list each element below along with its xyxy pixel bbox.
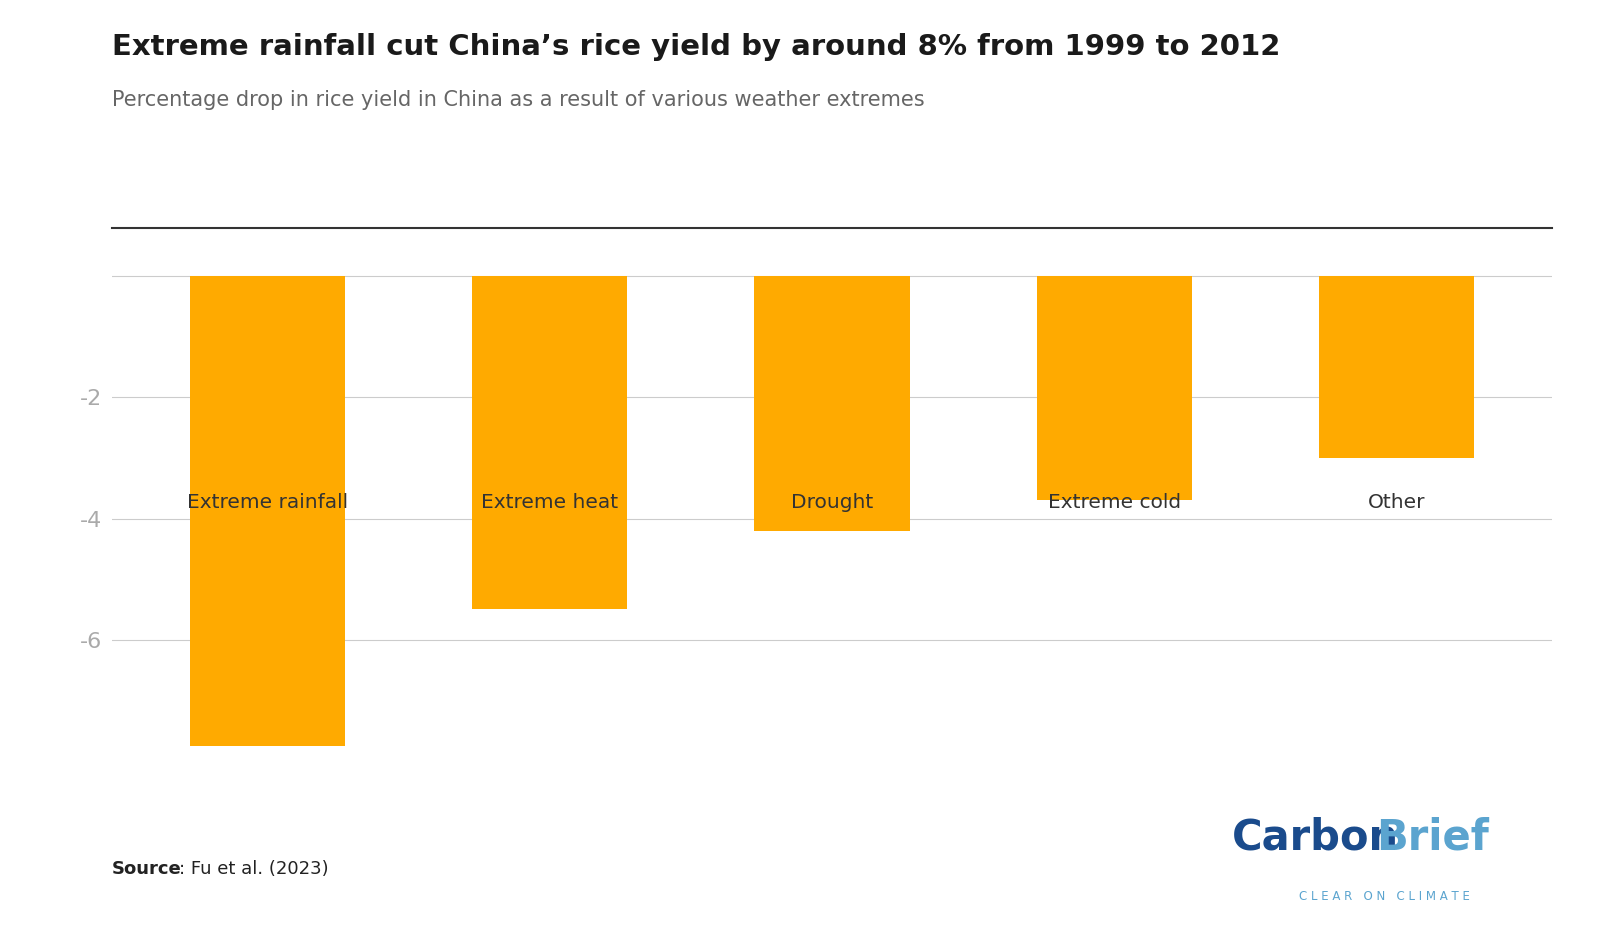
Text: : Fu et al. (2023): : Fu et al. (2023) <box>179 860 330 878</box>
Text: Extreme rainfall: Extreme rainfall <box>187 493 347 512</box>
Text: Carbon: Carbon <box>1232 817 1398 859</box>
Text: Drought: Drought <box>790 493 874 512</box>
Bar <box>190 276 346 746</box>
Text: Percentage drop in rice yield in China as a result of various weather extremes: Percentage drop in rice yield in China a… <box>112 90 925 110</box>
Text: Extreme rainfall cut China’s rice yield by around 8% from 1999 to 2012: Extreme rainfall cut China’s rice yield … <box>112 33 1280 62</box>
Bar <box>1318 276 1474 458</box>
Bar <box>1037 276 1192 500</box>
Bar <box>472 276 627 609</box>
Text: C L E A R   O N   C L I M A T E: C L E A R O N C L I M A T E <box>1299 890 1470 903</box>
Text: Other: Other <box>1368 493 1426 512</box>
Text: Source: Source <box>112 860 182 878</box>
Text: Extreme heat: Extreme heat <box>482 493 618 512</box>
Text: Extreme cold: Extreme cold <box>1048 493 1181 512</box>
Bar <box>754 276 910 530</box>
Text: Brief: Brief <box>1376 817 1490 859</box>
